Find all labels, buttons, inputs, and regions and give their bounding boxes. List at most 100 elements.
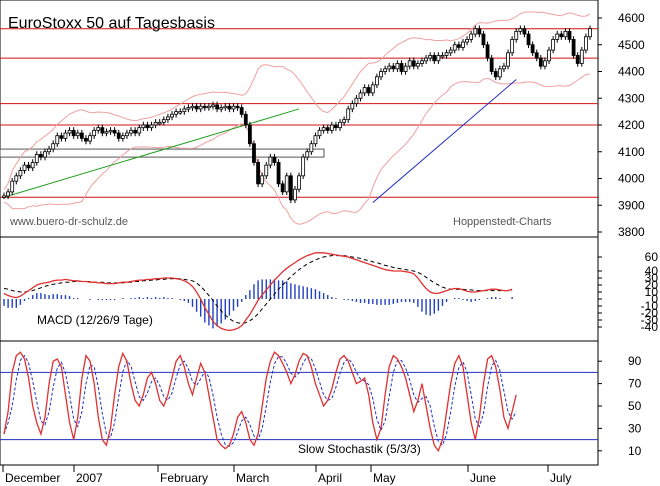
candle-body	[436, 55, 441, 62]
stoch-ytick-label: 50	[628, 399, 642, 413]
price-ytick-label: 3900	[618, 198, 645, 212]
candle-body	[534, 52, 539, 59]
candle-body	[383, 68, 388, 72]
candle-body	[264, 164, 269, 177]
candle-body	[223, 105, 228, 109]
candle-body	[149, 124, 154, 129]
candle-body	[133, 129, 138, 134]
candle-body	[104, 131, 109, 134]
candle-body	[481, 33, 486, 46]
candle-body	[493, 71, 498, 78]
candle-body	[284, 175, 289, 193]
candle-body	[329, 124, 334, 131]
candle-body	[399, 63, 404, 72]
candle-body	[432, 55, 437, 62]
candle-body	[317, 129, 322, 137]
candle-body	[522, 28, 527, 35]
candle-body	[47, 148, 51, 153]
candle-body	[30, 162, 35, 169]
candle-body	[260, 175, 265, 185]
x-tick-label: April	[318, 471, 342, 485]
candle-body	[231, 105, 236, 110]
candle-body	[338, 121, 342, 129]
candle-body	[489, 57, 494, 72]
candle-body	[75, 132, 80, 137]
candle-body	[395, 63, 400, 70]
x-tick-label: March	[236, 471, 269, 485]
price-ytick-label: 4000	[618, 172, 645, 186]
candle-body	[354, 97, 359, 104]
candle-body	[485, 44, 490, 59]
candle-body	[411, 60, 416, 67]
x-tick-label: February	[160, 471, 208, 485]
candle-body	[194, 105, 199, 110]
price-panel-frame	[0, 0, 599, 238]
candle-body	[301, 156, 306, 177]
stoch-panel: 10 30 50 70 90	[0, 351, 642, 458]
stoch-ytick-label: 90	[628, 354, 642, 368]
stoch-ytick-label: 70	[628, 377, 642, 391]
stoch-d-line	[3, 354, 517, 447]
candle-body	[198, 105, 203, 110]
candle-body	[293, 188, 297, 201]
price-ytick-label: 4400	[618, 65, 645, 79]
candle-body	[551, 39, 556, 51]
candle-body	[547, 49, 551, 62]
candle-body	[579, 49, 584, 64]
candle-body	[334, 124, 338, 129]
candle-body	[350, 103, 355, 110]
candle-body	[514, 30, 519, 40]
candle-body	[38, 154, 43, 158]
candle-body	[227, 105, 232, 110]
candle-body	[362, 87, 367, 94]
candle-body	[166, 116, 170, 121]
candle-body	[469, 33, 474, 40]
macd-ytick-label: 0	[651, 292, 658, 306]
candle-body	[170, 113, 174, 118]
macd-ytick-label: 10	[645, 285, 659, 299]
macd-label: MACD (12/26/9 Tage)	[37, 313, 153, 327]
stoch-panel-frame	[0, 340, 599, 466]
price-ytick-label: 4100	[618, 145, 645, 159]
upper-band	[3, 11, 591, 190]
candle-body	[452, 44, 457, 51]
candle-body	[563, 30, 568, 38]
macd-ytick-label: -30	[641, 313, 659, 327]
candle-body	[375, 76, 379, 86]
macd-ytick-label: -40	[641, 320, 659, 334]
candle-body	[252, 143, 256, 163]
x-tick-label: May	[373, 471, 396, 485]
candle-body	[510, 39, 515, 54]
price-panel: 3800 3900 4000 4100 4200 4300 4400 4500 4600	[0, 11, 645, 239]
support-zone-box	[0, 148, 325, 158]
candle-body	[120, 135, 125, 139]
candle-body	[391, 65, 396, 70]
candle-body	[530, 44, 535, 54]
candle-body	[186, 107, 191, 110]
price-ytick-label: 4200	[618, 118, 645, 132]
candle-body	[370, 84, 375, 94]
candle-body	[358, 92, 363, 99]
candle-body	[575, 55, 580, 64]
candle-body	[276, 162, 281, 185]
candle-body	[79, 132, 84, 139]
candle-body	[88, 135, 92, 142]
candle-body	[584, 36, 588, 51]
candle-body	[34, 154, 39, 163]
candle-body	[51, 143, 56, 150]
candle-body	[14, 175, 19, 182]
candle-body	[456, 44, 461, 48]
candle-body	[280, 183, 285, 193]
macd-ytick-label: 60	[645, 250, 659, 264]
price-ytick-label: 4500	[618, 38, 645, 52]
macd-ytick-label: 20	[645, 278, 659, 292]
candle-body	[272, 156, 277, 163]
stoch-ytick-label: 30	[628, 421, 642, 435]
candle-body	[206, 105, 211, 109]
candle-body	[309, 143, 314, 153]
candle-body	[108, 129, 113, 133]
x-tick-label: December	[5, 471, 60, 485]
candle-body	[67, 129, 72, 134]
candle-body	[588, 28, 592, 38]
